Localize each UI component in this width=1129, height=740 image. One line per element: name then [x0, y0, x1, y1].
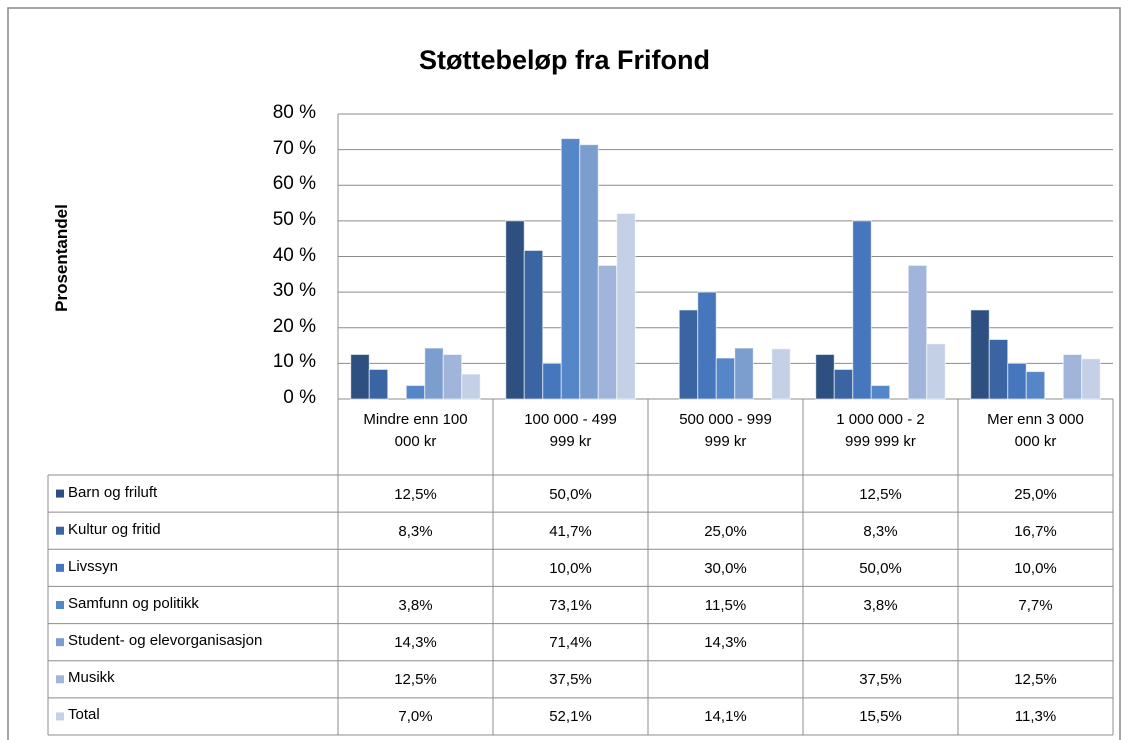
bar — [771, 348, 791, 400]
data-label: 10,0% — [1014, 559, 1057, 577]
data-label: 37,5% — [549, 671, 592, 689]
data-label: 73,1% — [549, 597, 592, 614]
data-label: 14,1% — [704, 708, 747, 726]
chart-border — [7, 7, 1121, 740]
bar — [579, 144, 599, 400]
y-tick-label: 10 % — [272, 351, 316, 373]
data-label: 41,7% — [549, 522, 592, 540]
bar — [970, 309, 990, 400]
data-label: 25,0% — [704, 522, 747, 540]
y-tick-label: 70 % — [272, 137, 316, 159]
data-label: 25,0% — [1014, 485, 1057, 503]
legend-label: Barn og friluft — [68, 483, 158, 501]
data-label: 3,8% — [398, 597, 433, 614]
bar — [368, 368, 389, 400]
y-tick-label: 80 % — [272, 102, 316, 123]
bar — [616, 212, 636, 400]
legend-swatch — [56, 563, 64, 572]
legend-label: Total — [68, 706, 100, 724]
legend-label: Musikk — [68, 669, 115, 687]
y-tick-label: 20 % — [272, 315, 316, 337]
legend-label: Livssyn — [68, 557, 119, 575]
data-label: 11,3% — [1014, 708, 1057, 726]
legend-swatch — [56, 712, 64, 721]
data-label: 14,3% — [704, 634, 747, 652]
data-label: 12,5% — [394, 671, 437, 689]
bar — [870, 384, 891, 400]
chart-title: Støttebeløp fra Frifond — [419, 45, 710, 75]
data-label: 30,0% — [704, 559, 747, 577]
data-label: 7,0% — [398, 708, 433, 726]
legend-swatch — [56, 489, 64, 498]
bar — [523, 249, 544, 400]
bar — [597, 264, 618, 400]
x-tick-label: Mindre enn 100 000 kr — [363, 411, 468, 450]
y-tick-label: 0 % — [283, 387, 316, 408]
data-label: 14,3% — [394, 634, 437, 652]
data-label: 12,5% — [394, 485, 437, 503]
bar — [461, 373, 481, 400]
data-label: 12,5% — [1014, 671, 1057, 689]
bar — [424, 347, 444, 400]
y-axis-title: Prosentandel — [52, 204, 71, 312]
bar — [542, 362, 562, 400]
y-tick-label: 30 % — [272, 280, 316, 302]
y-tick-label: 50 % — [272, 208, 316, 230]
data-label: 12,5% — [859, 485, 902, 503]
bar — [560, 138, 581, 400]
data-label: 16,7% — [1014, 522, 1057, 540]
y-tick-label: 60 % — [272, 173, 316, 195]
x-tick-label: 1 000 000 - 2 999 999 kr — [836, 411, 925, 450]
data-label: 7,7% — [1018, 597, 1053, 614]
bar — [1025, 371, 1046, 400]
bar — [815, 353, 835, 400]
x-tick-label: 500 000 - 999 999 kr — [679, 411, 772, 450]
bar — [442, 353, 463, 400]
bar — [1007, 362, 1027, 400]
bar — [678, 309, 699, 400]
data-label: 50,0% — [859, 559, 902, 577]
bar — [350, 353, 370, 400]
data-label: 50,0% — [549, 485, 592, 503]
bar — [926, 343, 946, 400]
bar — [734, 347, 754, 400]
data-label: 10,0% — [549, 559, 592, 577]
bar — [405, 384, 426, 400]
y-tick-label: 40 % — [272, 244, 316, 266]
bar — [988, 339, 1009, 400]
legend-label: Samfunn og politikk — [68, 595, 199, 612]
bar — [697, 291, 717, 400]
data-label: 8,3% — [398, 522, 433, 540]
bar — [1081, 358, 1101, 400]
bar — [715, 357, 736, 400]
legend-swatch — [56, 526, 64, 535]
bar — [833, 368, 854, 400]
legend-swatch — [56, 675, 64, 684]
data-label: 52,1% — [549, 708, 592, 726]
bar — [907, 264, 928, 400]
legend-label: Kultur og fritid — [68, 520, 161, 538]
bar — [852, 220, 872, 400]
x-tick-label: 100 000 - 499 999 kr — [524, 411, 617, 450]
data-label: 8,3% — [863, 522, 898, 540]
data-label: 37,5% — [859, 671, 902, 689]
bar — [505, 220, 525, 400]
data-label: 3,8% — [863, 597, 898, 614]
data-label: 11,5% — [704, 597, 747, 614]
data-label: 71,4% — [549, 634, 592, 652]
x-tick-label: Mer enn 3 000 000 kr — [987, 411, 1084, 450]
legend-label: Student- og elevorganisasjon — [68, 632, 263, 650]
legend-swatch — [56, 638, 64, 647]
data-label: 15,5% — [859, 708, 902, 726]
bar — [1062, 353, 1083, 400]
legend-swatch — [56, 601, 64, 609]
